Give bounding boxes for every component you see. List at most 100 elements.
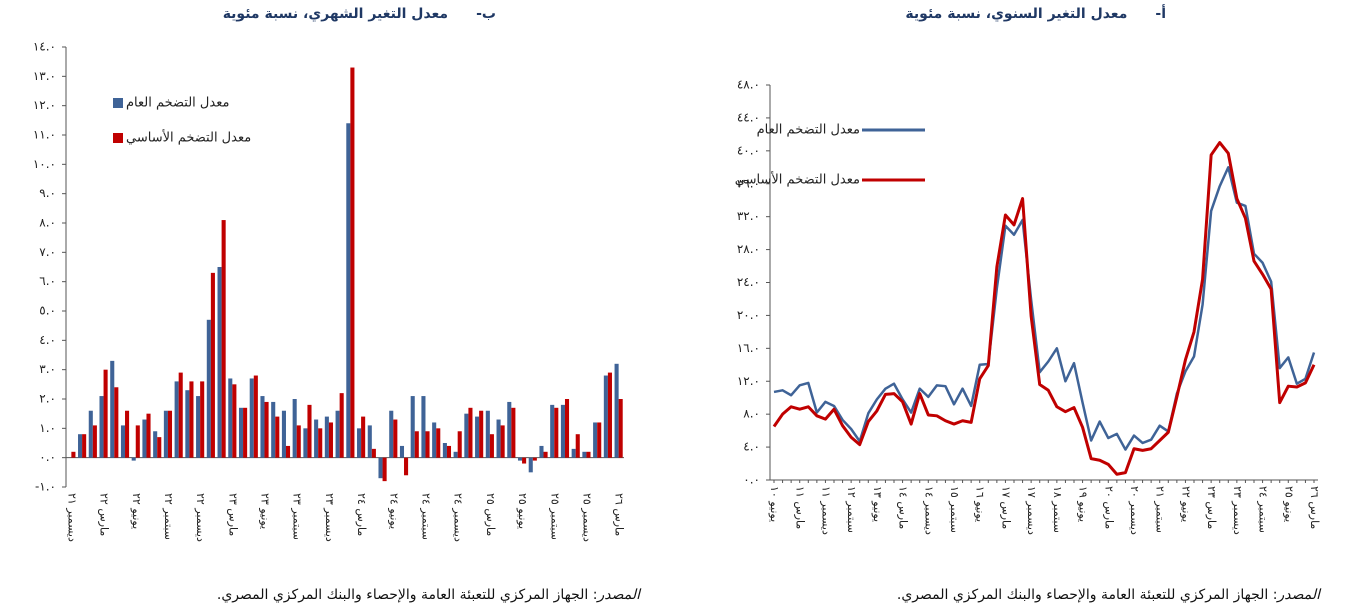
bar — [232, 384, 237, 458]
bar — [285, 445, 291, 458]
bar — [479, 410, 484, 458]
bar — [328, 422, 333, 458]
y-tick-label: ٠.٠ — [39, 450, 56, 464]
bar — [163, 410, 168, 458]
x-tick-label: مارس ١١ — [794, 486, 807, 529]
bar — [550, 404, 555, 458]
y-tick-label: ٤٨.٠ — [737, 78, 760, 92]
y-tick-label: ٤.٠ — [743, 440, 760, 454]
bar — [238, 407, 244, 458]
bar — [296, 425, 301, 458]
y-tick-label: ٤٤.٠ — [737, 110, 760, 124]
bar — [71, 451, 76, 458]
bar — [210, 272, 215, 458]
x-tick-label: ديسمبر ١٧ — [1025, 486, 1038, 535]
y-tick-label: ١٢.٠ — [33, 98, 56, 112]
bar — [453, 451, 458, 458]
bar — [446, 445, 452, 458]
bar — [281, 410, 286, 458]
bar — [114, 387, 119, 458]
x-tick-label: سبتمبر ٢٣ — [291, 493, 304, 540]
y-tick-label: ٨.٠ — [39, 216, 56, 230]
legend-swatch — [113, 98, 123, 108]
bar — [174, 381, 179, 458]
bar — [618, 399, 623, 458]
bar — [593, 422, 598, 458]
bar — [228, 378, 233, 458]
bar — [603, 375, 608, 458]
y-tick-label: ٢.٠ — [39, 392, 56, 406]
y-tick-label: ١٤.٠ — [33, 40, 56, 54]
bar — [414, 431, 419, 458]
bar — [249, 378, 254, 458]
bar — [110, 360, 115, 458]
bar — [528, 457, 533, 473]
bar — [511, 407, 516, 458]
bar — [271, 401, 276, 458]
y-tick-label: ٣٦.٠ — [737, 176, 760, 190]
bar — [131, 457, 136, 461]
x-tick-label: سبتمبر ٢٢ — [162, 493, 175, 540]
x-tick-label: مارس ٢٣ — [226, 493, 239, 536]
x-tick-label: ديسمبر ٢٥ — [580, 493, 593, 542]
bar — [99, 396, 104, 458]
x-tick-label: ديسمبر ١٤ — [922, 486, 935, 535]
x-tick-label: يونيو ١٦ — [974, 486, 987, 522]
y-tick-label: ٢٨.٠ — [737, 242, 760, 256]
bar — [275, 416, 280, 458]
y-tick-label: ٨.٠ — [743, 407, 760, 421]
bar — [436, 428, 441, 458]
source-label: المصدر — [597, 587, 641, 603]
title-a: أ- معدل التغير السنوي، نسبة مئوية — [905, 6, 1166, 22]
source-text: : الجهاز المركزي للتعبئة العامة والإحصاء… — [896, 587, 1278, 603]
bar — [382, 457, 387, 482]
bar — [404, 457, 409, 476]
bar — [153, 431, 158, 458]
bar — [361, 416, 366, 458]
x-tick-label: يونيو ٢٢ — [1179, 486, 1192, 522]
y-tick-label: ١٠.٠ — [33, 157, 56, 171]
bar — [389, 410, 394, 458]
y-tick-label: ١.٠ — [39, 421, 56, 435]
x-tick-label: سبتمبر ٢١ — [1154, 486, 1167, 533]
bar — [196, 396, 201, 458]
bar — [532, 457, 537, 461]
x-tick-label: سبتمبر ٢٥ — [548, 493, 561, 540]
series-line — [772, 141, 1316, 476]
bar — [82, 434, 87, 458]
y-tick-label: ٣.٠ — [39, 362, 56, 376]
bar — [167, 410, 173, 458]
legend-swatch — [113, 133, 123, 143]
y-tick-label: ١٢.٠ — [737, 374, 760, 388]
x-tick-label: يونيو ١٣ — [871, 486, 884, 522]
bar — [554, 407, 559, 458]
source-text: : الجهاز المركزي للتعبئة العامة والإحصاء… — [216, 587, 598, 603]
title-prefix: ب- — [476, 6, 496, 22]
bar — [399, 445, 405, 458]
bar — [253, 375, 258, 458]
x-tick-label: سبتمبر ٢٤ — [419, 493, 432, 540]
chart-title: معدل التغير الشهري، نسبة مئوية — [222, 6, 449, 22]
bar — [88, 410, 93, 458]
bar — [457, 431, 462, 458]
bar — [292, 399, 297, 458]
x-tick-label: يونيو ٢٥ — [1282, 486, 1295, 522]
bar — [522, 457, 527, 464]
bar — [614, 363, 619, 458]
bar — [539, 445, 544, 458]
bar — [560, 404, 565, 458]
y-tick-label: ٠.٠ — [743, 473, 760, 487]
x-tick-label: مارس ١٤ — [897, 486, 910, 529]
bar — [575, 434, 580, 458]
bar — [468, 407, 473, 458]
y-tick-label: -١.٠ — [35, 480, 56, 494]
bar — [425, 431, 430, 458]
bar — [78, 434, 83, 458]
x-tick-label: سبتمبر ١٥ — [948, 486, 961, 533]
bar — [217, 267, 222, 458]
x-tick-label: يونيو ١٠ — [768, 486, 781, 522]
y-tick-label: ١١.٠ — [33, 128, 56, 142]
x-tick-label: مارس ٢٢ — [98, 493, 111, 536]
source-b: المصدر: الجهاز المركزي للتعبئة العامة وا… — [217, 587, 640, 603]
bar — [597, 422, 602, 458]
